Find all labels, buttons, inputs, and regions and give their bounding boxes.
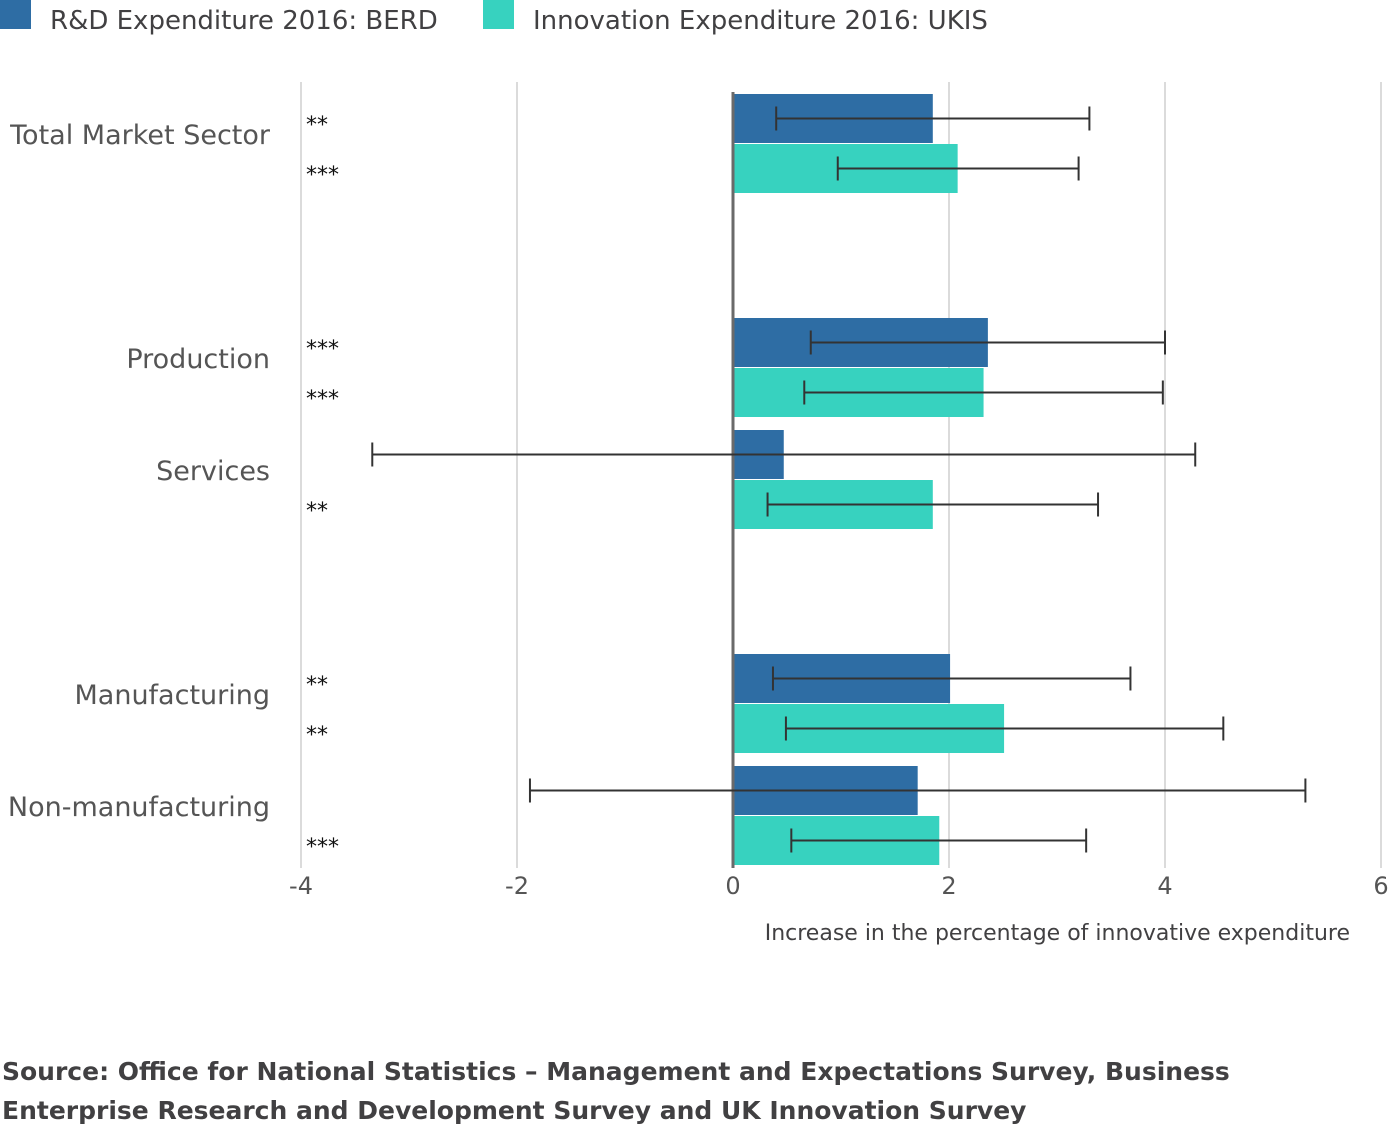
gridlines	[300, 82, 1382, 868]
category-label: Services	[156, 456, 270, 487]
source-note: Source: Office for National Statistics –…	[2, 1057, 1230, 1125]
category-label: Non-manufacturing	[8, 792, 270, 823]
significance-marker: **	[306, 673, 328, 698]
bar-chart: R&D Expenditure 2016: BERD Innovation Exp…	[0, 0, 1388, 946]
significance-marker: ***	[306, 163, 339, 188]
significance-marker: ***	[306, 337, 339, 362]
x-tick-label: -2	[505, 872, 529, 900]
legend-label: Innovation Expenditure 2016: UKIS	[533, 6, 988, 36]
significance-marker: **	[306, 499, 328, 524]
significance-marker: **	[306, 723, 328, 748]
legend-swatch	[483, 0, 514, 29]
significance-marker: **	[306, 113, 328, 138]
x-tick-label: -4	[289, 872, 313, 900]
category-label: Manufacturing	[74, 680, 270, 711]
significance-marker: ***	[306, 387, 339, 412]
x-tick-label: 0	[725, 872, 740, 900]
x-axis-ticks: -4 -2 0 2 4 6	[289, 872, 1388, 900]
legend-label: R&D Expenditure 2016: BERD	[50, 6, 438, 36]
category-label: Production	[126, 344, 270, 375]
legend-swatch	[0, 0, 31, 29]
significance-marker: ***	[306, 835, 339, 860]
bars	[733, 94, 1005, 865]
error-bars	[371, 106, 1307, 853]
x-tick-label: 4	[1157, 872, 1172, 900]
significance-markers: ********************	[306, 113, 339, 860]
category-label: Total Market Sector	[9, 120, 271, 151]
x-axis-label: Increase in the percentage of innovative…	[765, 921, 1350, 946]
x-tick-label: 2	[941, 872, 956, 900]
category-labels: Total Market Sector Production Services Man…	[8, 120, 271, 823]
x-tick-label: 6	[1373, 872, 1388, 900]
legend: R&D Expenditure 2016: BERD Innovation Exp…	[0, 0, 988, 36]
